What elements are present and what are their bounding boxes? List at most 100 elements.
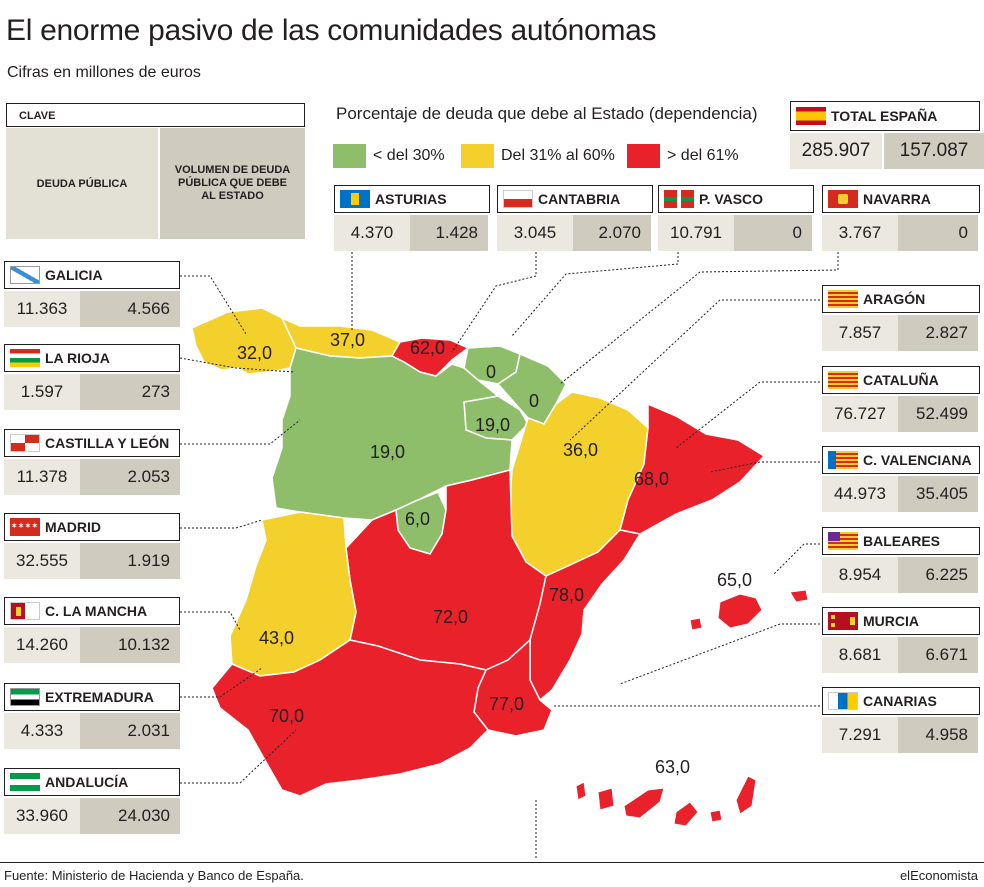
flag-cvalenciana-icon	[828, 451, 858, 469]
flag-andalucia-icon	[10, 773, 40, 791]
card-cantabria-values: 3.045 2.070	[497, 215, 651, 251]
flag-castillaleon-icon	[10, 434, 40, 452]
galicia-deuda: 11.363	[4, 291, 80, 327]
card-cvalenciana-head: C. VALENCIANA	[822, 446, 980, 474]
card-pvasco-values: 10.791 0	[658, 215, 812, 251]
pct-asturias: 37,0	[330, 330, 366, 350]
flag-cataluna-icon	[828, 371, 858, 389]
flag-canarias-icon	[828, 692, 858, 710]
card-total-name: TOTAL ESPAÑA	[831, 108, 938, 124]
pct-murcia: 77,0	[489, 694, 525, 714]
flag-extremadura-icon	[10, 688, 40, 706]
legend-swatch-red	[627, 144, 660, 168]
larioja-estado: 273	[80, 374, 180, 410]
madrid-deuda: 32.555	[4, 543, 80, 579]
legend-title: Porcentaje de deuda que debe al Estado (…	[336, 104, 758, 123]
card-madrid-values: 32.555 1.919	[4, 543, 180, 579]
pvasco-deuda: 10.791	[658, 215, 734, 251]
card-canarias-name: CANARIAS	[863, 693, 937, 709]
flag-baleares-icon	[828, 532, 858, 550]
pct-cataluna: 68,0	[634, 469, 670, 489]
extremadura-deuda: 4.333	[4, 713, 80, 749]
leader-lines	[179, 240, 839, 860]
asturias-estado: 1.428	[410, 215, 488, 251]
card-cataluna-name: CATALUÑA	[863, 372, 939, 388]
flag-madrid-icon: ✶✶✶✶	[10, 518, 40, 536]
legend-item-low: < del 30%	[333, 143, 445, 169]
murcia-deuda: 8.681	[822, 637, 898, 673]
source-note: Fuente: Ministerio de Hacienda y Banco d…	[4, 868, 304, 883]
card-navarra-values: 3.767 0	[822, 215, 978, 251]
baleares-deuda: 8.954	[822, 557, 898, 593]
cataluna-deuda: 76.727	[822, 396, 898, 432]
legend-label-low: < del 30%	[373, 147, 445, 164]
flag-navarra-icon	[828, 190, 858, 208]
total-estado: 157.087	[884, 133, 984, 169]
legend-swatch-yellow	[461, 144, 494, 168]
card-asturias-head: ASTURIAS	[334, 185, 490, 213]
legend-label-high: > del 61%	[667, 147, 739, 164]
clamancha-deuda: 14.260	[4, 627, 80, 663]
card-pvasco-name: P. VASCO	[699, 191, 764, 207]
card-castillaleon-name: CASTILLA Y LEÓN	[45, 435, 170, 451]
card-andalucia-values: 33.960 24.030	[4, 798, 180, 834]
pct-cvalenciana: 78,0	[549, 585, 585, 605]
pct-navarra: 0	[529, 391, 540, 411]
navarra-deuda: 3.767	[822, 215, 898, 251]
card-cantabria-head: CANTABRIA	[497, 185, 653, 213]
pct-cantabria: 62,0	[410, 338, 446, 358]
card-aragon-head: ARAGÓN	[822, 285, 980, 313]
key-head: CLAVE	[6, 103, 305, 127]
page-title: El enorme pasivo de las comunidades autó…	[6, 14, 657, 47]
region-andalucia	[211, 639, 489, 797]
canarias-deuda: 7.291	[822, 717, 898, 753]
card-galicia-name: GALICIA	[45, 267, 103, 283]
card-clamancha-head: C. LA MANCHA	[4, 597, 180, 625]
card-cvalenciana-name: C. VALENCIANA	[863, 452, 972, 468]
card-pvasco-head: P. VASCO	[658, 185, 814, 213]
key-col-estado-label: VOLUMEN DE DEUDA PÚBLICA QUE DEBE AL EST…	[174, 164, 291, 202]
card-total-head: TOTAL ESPAÑA	[790, 101, 980, 131]
pct-pvasco: 0	[486, 362, 497, 382]
card-larioja-values: 1.597 273	[4, 374, 180, 410]
legend-label-mid: Del 31% al 60%	[501, 147, 615, 164]
flag-clamancha-icon	[10, 602, 40, 620]
card-castillaleon-values: 11.378 2.053	[4, 459, 180, 495]
card-cataluna-head: CATALUÑA	[822, 366, 980, 394]
castillaleon-estado: 2.053	[80, 459, 180, 495]
card-andalucia-name: ANDALUCÍA	[45, 774, 129, 790]
region-canarias	[575, 775, 757, 827]
baleares-estado: 6.225	[898, 557, 978, 593]
madrid-estado: 1.919	[80, 543, 180, 579]
flag-spain-icon	[796, 107, 826, 125]
murcia-estado: 6.671	[898, 637, 978, 673]
card-extremadura-values: 4.333 2.031	[4, 713, 180, 749]
flag-larioja-icon	[10, 349, 40, 367]
card-navarra-name: NAVARRA	[863, 191, 931, 207]
card-cantabria-name: CANTABRIA	[538, 191, 621, 207]
legend-item-mid: Del 31% al 60%	[461, 143, 615, 169]
card-clamancha-values: 14.260 10.132	[4, 627, 180, 663]
card-murcia-name: MURCIA	[863, 613, 919, 629]
card-total-values: 285.907 157.087	[790, 133, 984, 169]
region-cataluna	[619, 402, 766, 535]
card-galicia-head: GALICIA	[4, 261, 180, 289]
card-larioja-name: LA RIOJA	[45, 350, 110, 366]
card-madrid-head: ✶✶✶✶ MADRID	[4, 513, 180, 541]
card-galicia-values: 11.363 4.566	[4, 291, 180, 327]
asturias-deuda: 4.370	[334, 215, 410, 251]
card-baleares-name: BALEARES	[863, 533, 941, 549]
cvalenciana-estado: 35.405	[898, 476, 978, 512]
card-madrid-name: MADRID	[45, 519, 101, 535]
card-castillaleon-head: CASTILLA Y LEÓN	[4, 429, 180, 457]
key-col-estado: VOLUMEN DE DEUDA PÚBLICA QUE DEBE AL EST…	[160, 128, 305, 239]
card-cvalenciana-values: 44.973 35.405	[822, 476, 978, 512]
andalucia-estado: 24.030	[80, 798, 180, 834]
card-extremadura-name: EXTREMADURA	[45, 689, 154, 705]
pct-madrid: 6,0	[405, 509, 431, 529]
aragon-estado: 2.827	[898, 315, 978, 351]
larioja-deuda: 1.597	[4, 374, 80, 410]
castillaleon-deuda: 11.378	[4, 459, 80, 495]
clamancha-estado: 10.132	[80, 627, 180, 663]
key-col-deuda: DEUDA PÚBLICA	[6, 128, 158, 239]
